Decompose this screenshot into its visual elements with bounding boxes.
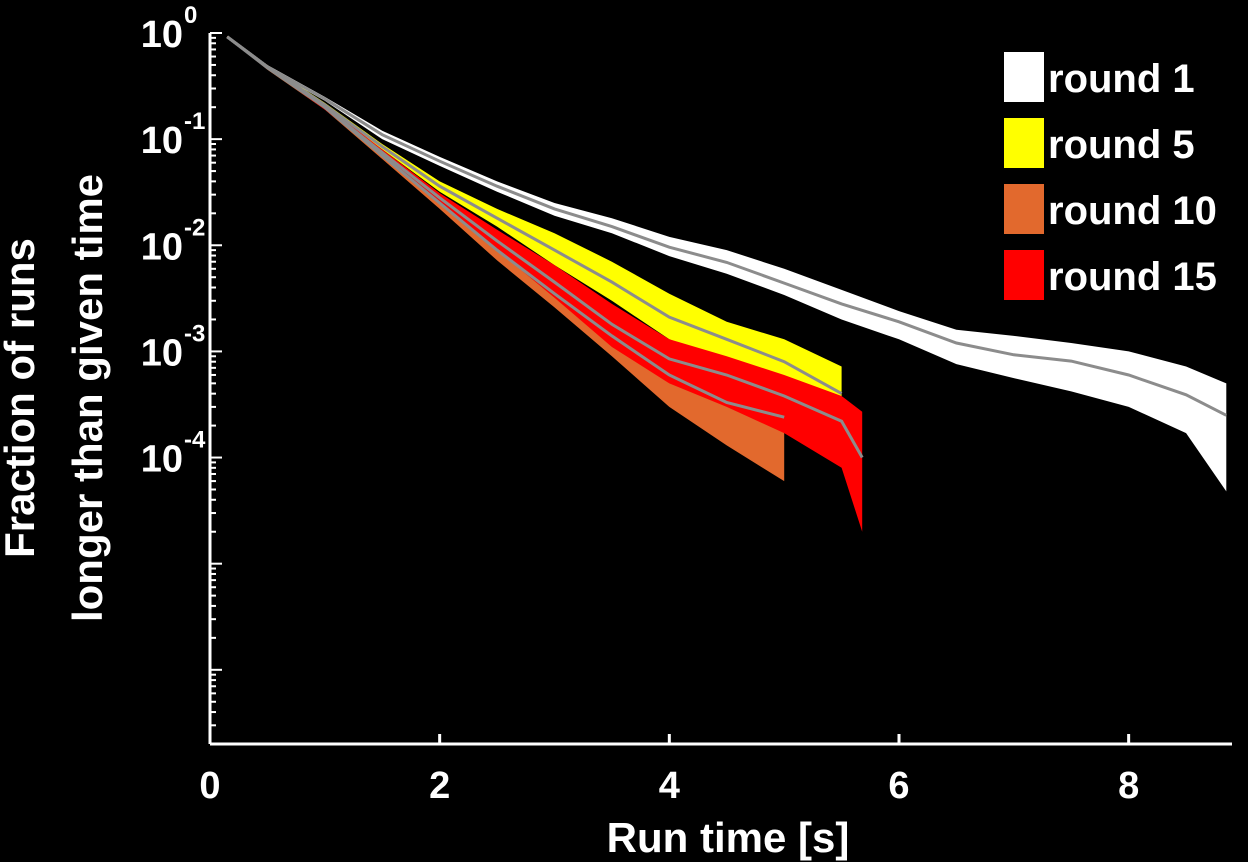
- x-tick-label: 0: [199, 765, 220, 807]
- band-round-5: [227, 36, 842, 463]
- legend-swatch-round-5: [1004, 118, 1044, 168]
- x-tick-label: 6: [888, 765, 909, 807]
- x-axis-label: Run time [s]: [607, 814, 850, 861]
- y-tick-label-exponent: -4: [184, 427, 206, 454]
- x-tick-label: 4: [659, 765, 680, 807]
- y-tick-label-exponent: -1: [184, 108, 205, 135]
- y-tick-label: 10: [141, 226, 183, 268]
- legend-label: round 15: [1048, 255, 1217, 299]
- y-tick-label: 10: [141, 120, 183, 162]
- y-tick-label-exponent: -3: [184, 320, 205, 347]
- y-tick-label-exponent: 0: [184, 2, 197, 29]
- means-layer: [226, 35, 1227, 459]
- legend-label: round 1: [1048, 57, 1195, 101]
- mean-line-round-1: [226, 35, 1227, 417]
- legend-swatch-round-10: [1004, 184, 1044, 234]
- y-axis-label-line-2: longer than given time: [64, 174, 111, 622]
- y-tick-label: 10: [141, 439, 183, 481]
- band-round-15: [227, 36, 863, 532]
- legend-swatch-round-1: [1004, 52, 1044, 102]
- mean-line-round-15: [226, 35, 864, 459]
- legend-swatch-round-15: [1004, 250, 1044, 300]
- x-tick-label: 8: [1118, 765, 1139, 807]
- x-tick-label: 2: [429, 765, 450, 807]
- y-axis-label-line-1: Fraction of runs: [0, 238, 43, 558]
- y-tick-label-exponent: -2: [184, 214, 205, 241]
- legend-label: round 5: [1048, 123, 1195, 167]
- legend: round 1 round 5 round 10 round 15: [1004, 52, 1217, 300]
- y-tick-label: 10: [141, 332, 183, 374]
- x-ticks: 0 2 4 6 8: [199, 734, 1139, 807]
- mean-line-round-5: [226, 35, 843, 395]
- band-round-10: [227, 36, 785, 482]
- legend-label: round 10: [1048, 189, 1217, 233]
- y-tick-label: 10: [141, 14, 183, 56]
